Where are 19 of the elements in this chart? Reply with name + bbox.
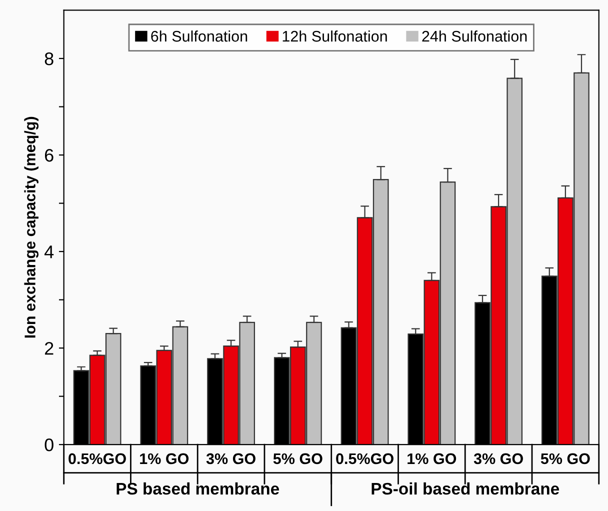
x-tick-label: 5% GO	[540, 453, 590, 464]
y-tick-label: 4	[44, 246, 54, 258]
x-tick-label: 3% GO	[474, 453, 523, 464]
y-tick-label: 2	[44, 342, 54, 355]
x-tick-label: 0.5%GO	[336, 453, 394, 464]
text: PS-oil based membrane	[372, 482, 560, 495]
x-tick-label: 0.5%GO	[68, 453, 126, 464]
text: PS based membrane	[116, 482, 280, 495]
y-tick-label: 8	[44, 52, 54, 66]
x-tick-label: 1% GO	[408, 453, 456, 464]
legend-label: 6h Sulfonation	[151, 30, 248, 42]
x-tick-label: 5% GO	[273, 453, 322, 464]
y-tick-label: 0	[44, 438, 54, 452]
y-tick-label: 6	[44, 148, 54, 162]
legend-label: 12h Sulfonation	[282, 30, 387, 42]
x-tick-label: 3% GO	[206, 453, 256, 464]
legend-label: 24h Sulfonation	[422, 30, 527, 42]
x-tick-label: 1% GO	[140, 453, 189, 464]
y-axis-title: Ion exchange capacity (meq/g)	[24, 116, 39, 338]
